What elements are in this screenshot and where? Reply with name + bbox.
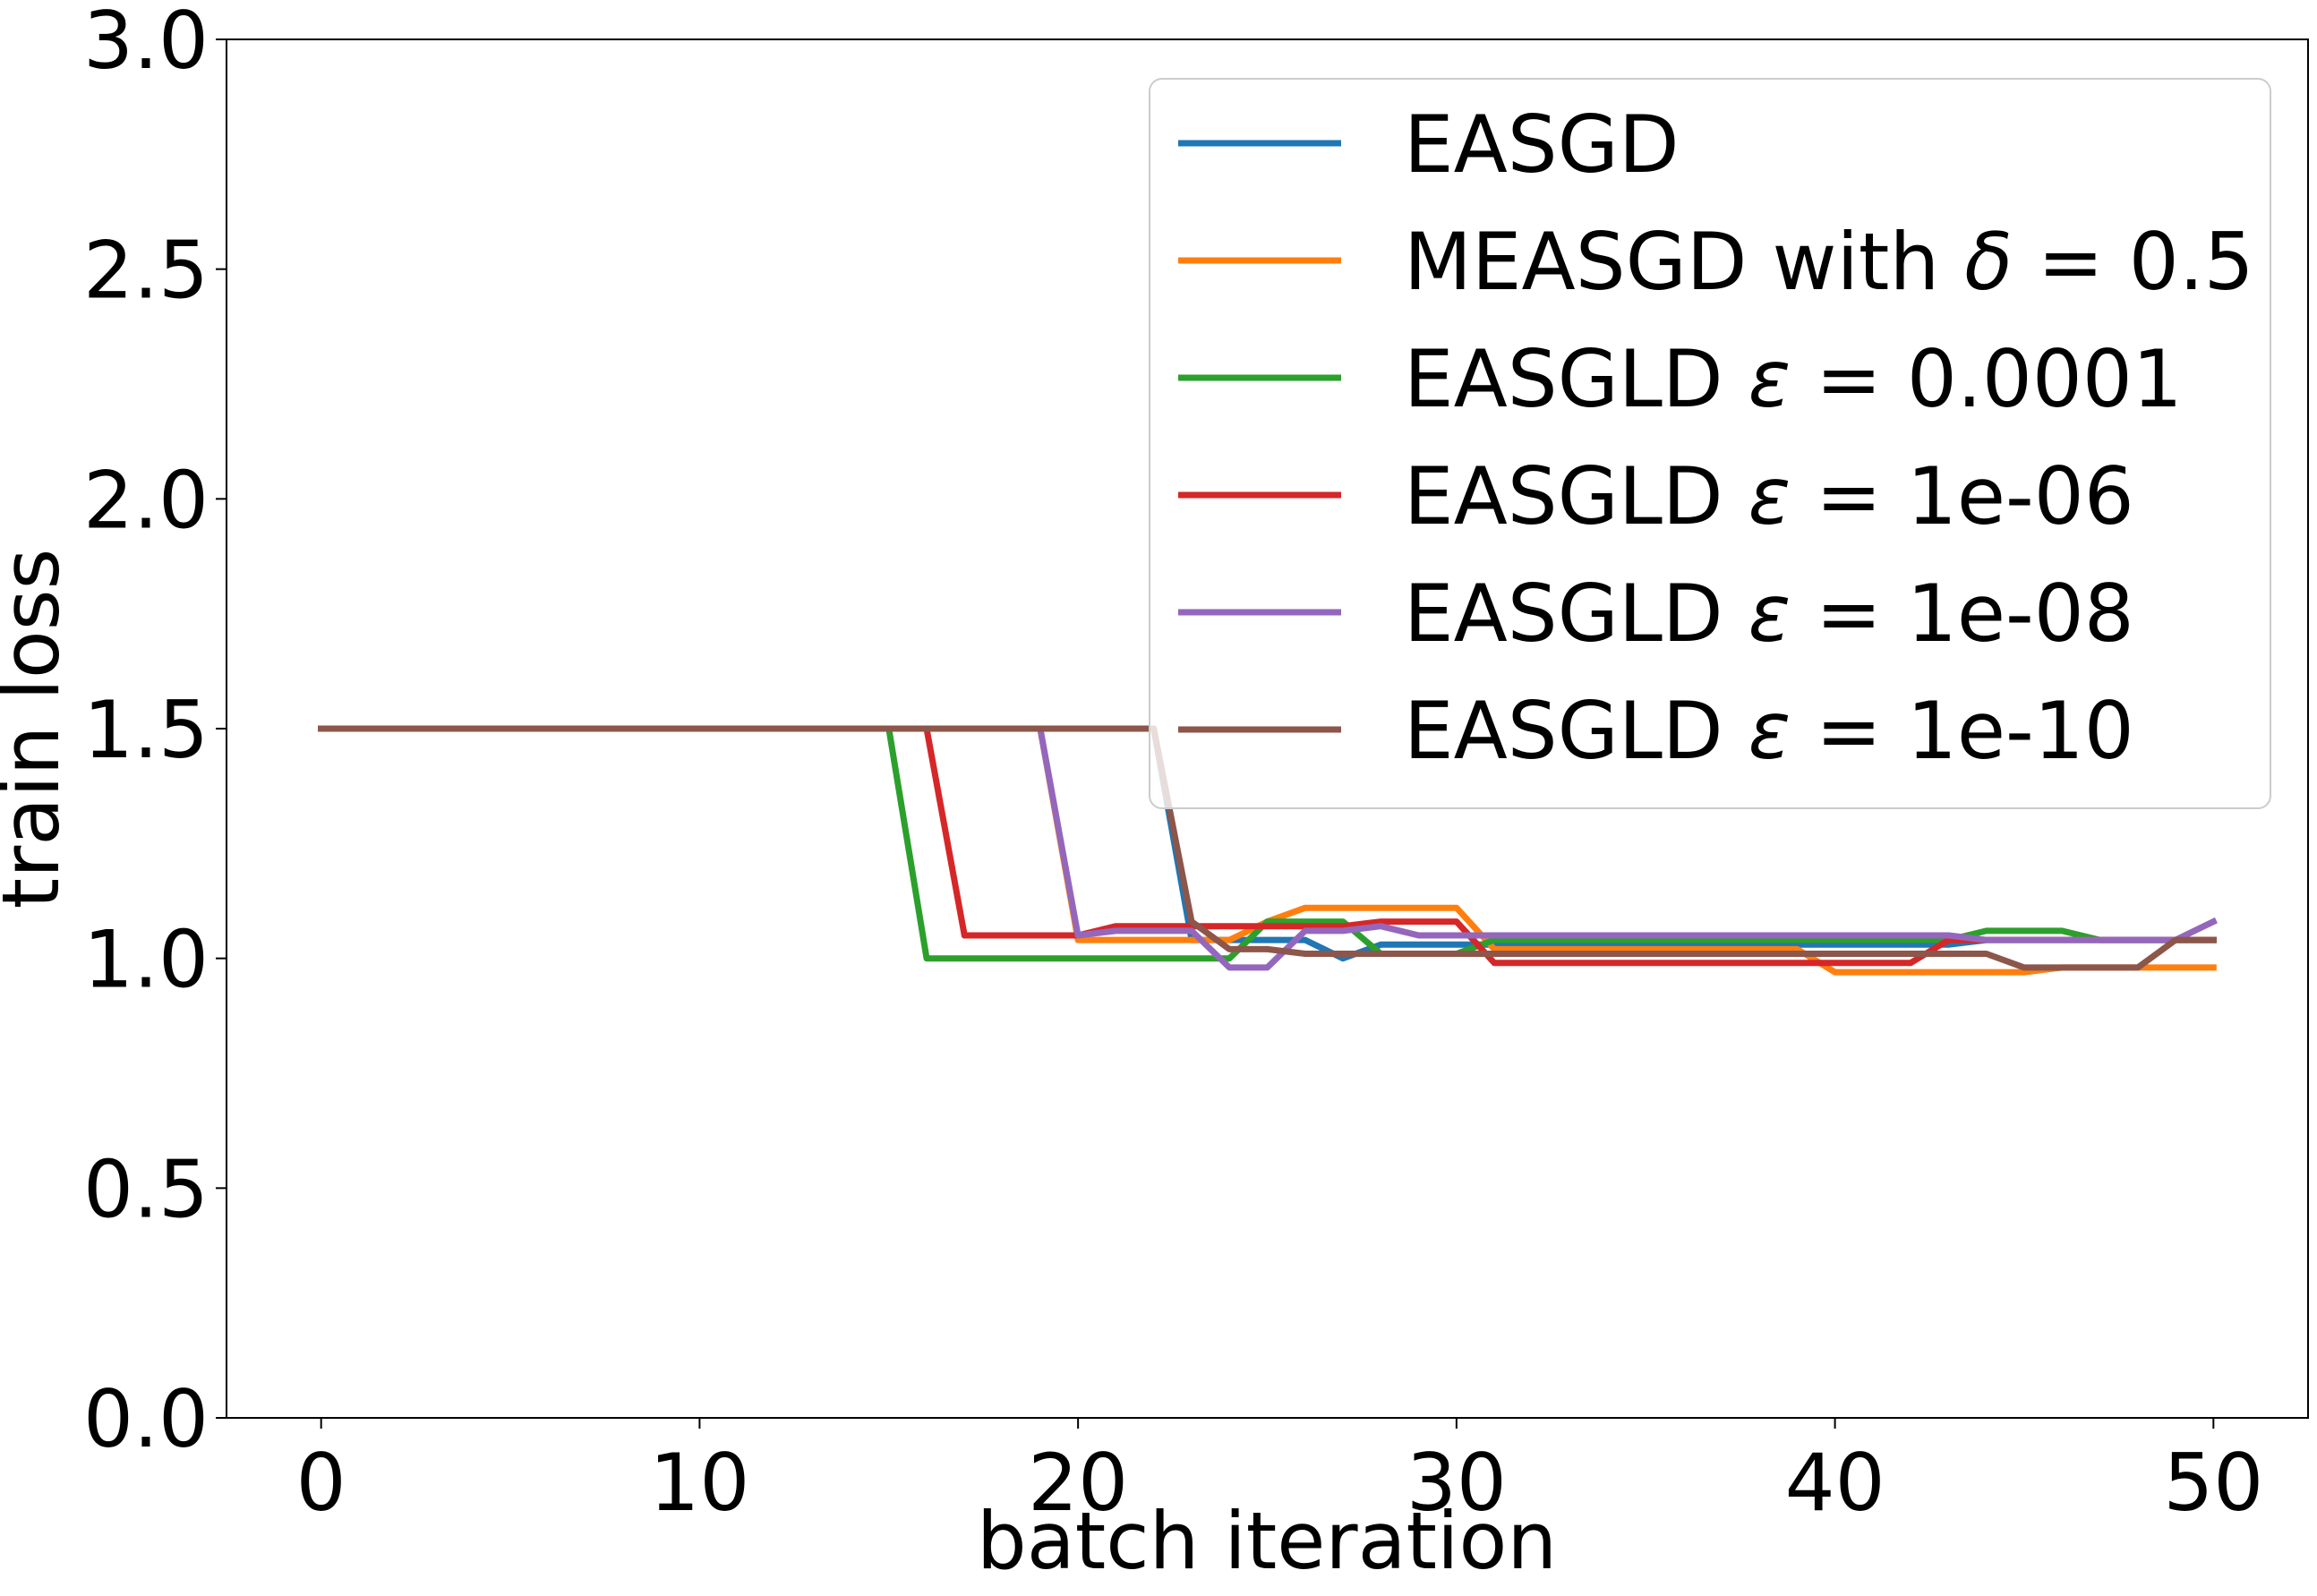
- y-tick-label: 0.0: [83, 1373, 209, 1465]
- plot-frame: [226, 38, 2309, 1419]
- y-tick-label: 1.0: [83, 914, 209, 1006]
- x-tick-label: 30: [1406, 1437, 1507, 1529]
- x-tick-label: 20: [1028, 1437, 1128, 1529]
- legend-item: EASGLD ε = 1e-08: [1178, 568, 2134, 660]
- legend-item: EASGLD ε = 1e-10: [1178, 685, 2134, 777]
- legend: EASGD MEASGD with δ = 0.5 EASGLD ε = 0.000…: [1149, 78, 2271, 809]
- legend-label: EASGLD ε = 1e-06: [1404, 450, 2134, 542]
- x-axis-label: batch iteration: [977, 1495, 1557, 1587]
- y-tick-label: 2.0: [83, 454, 209, 546]
- x-tick-label: 10: [649, 1437, 749, 1529]
- legend-label: MEASGD with δ = 0.5: [1404, 216, 2254, 308]
- legend-item: EASGD: [1178, 98, 1680, 191]
- legend-item: MEASGD with δ = 0.5: [1178, 216, 2254, 308]
- y-tick-label: 0.5: [83, 1143, 209, 1235]
- legend-item: EASGLD ε = 1e-06: [1178, 450, 2134, 542]
- y-tick-label: 2.5: [83, 225, 209, 317]
- series-lines: [318, 725, 2218, 976]
- legend-label: EASGLD ε = 1e-08: [1404, 568, 2134, 660]
- x-tick-label: 0: [296, 1437, 346, 1529]
- series-line-5: [318, 725, 2217, 971]
- axis-ticks: 0 10 20 30 40 50 0.0 0.5 1.0 1.5 2.0 2.5 3.0: [83, 0, 2263, 1529]
- legend-label: EASGLD ε = 0.0001: [1404, 333, 2183, 425]
- legend-label: EASGD: [1404, 98, 1680, 191]
- y-axis-label: train loss: [0, 549, 77, 909]
- legend-box: [1149, 78, 2271, 809]
- legend-label: EASGLD ε = 1e-10: [1404, 685, 2134, 777]
- legend-item: EASGLD ε = 0.0001: [1178, 333, 2183, 425]
- y-tick-label: 3.0: [83, 0, 209, 87]
- x-tick-label: 40: [1785, 1437, 1885, 1529]
- x-tick-label: 50: [2163, 1437, 2263, 1529]
- y-tick-label: 1.5: [83, 684, 209, 776]
